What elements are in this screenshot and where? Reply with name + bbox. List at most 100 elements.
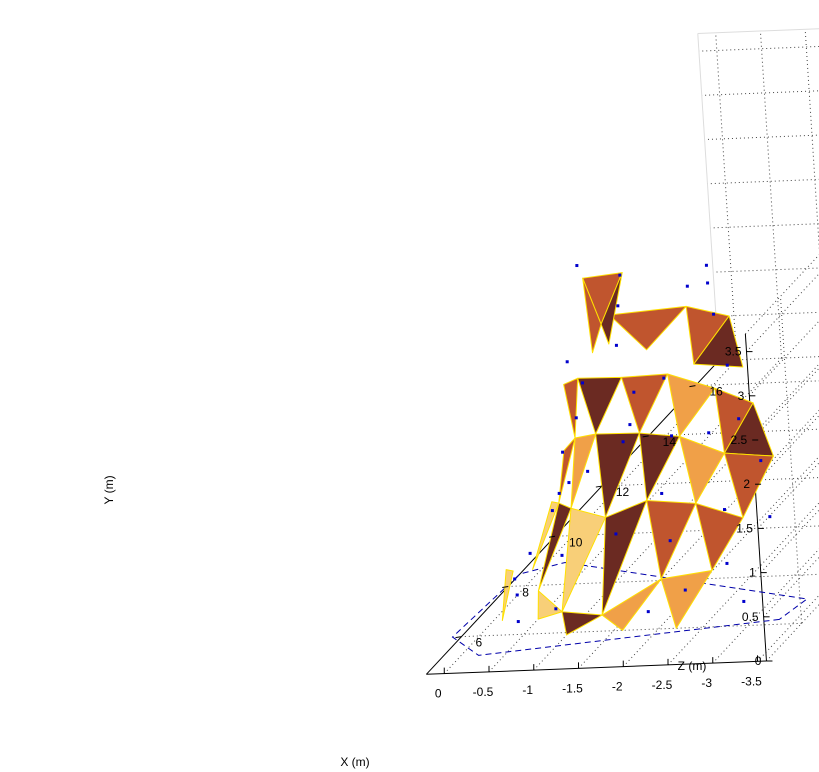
data-point	[707, 431, 711, 435]
mesh-facet	[595, 432, 640, 518]
data-point	[616, 304, 620, 308]
z-tick-label: 12	[616, 485, 630, 499]
mesh-facet	[561, 507, 606, 613]
data-point	[742, 599, 746, 603]
mesh-facet	[695, 502, 744, 571]
far-wall-grid-line	[804, 29, 819, 252]
footprint-outline	[451, 561, 809, 656]
data-point	[614, 532, 618, 536]
back-wall-grid-line	[751, 367, 819, 441]
x-tick-label: -1	[522, 683, 533, 697]
x-axis-line	[426, 660, 767, 675]
data-point	[513, 577, 517, 581]
mesh-facet	[660, 569, 713, 629]
mesh-facet	[600, 272, 623, 345]
y-tick-label: 0.5	[742, 610, 759, 624]
data-point	[567, 481, 571, 485]
data-point	[618, 273, 622, 277]
floor-grid-line	[508, 573, 819, 587]
far-wall-grid-line	[707, 178, 819, 185]
back-wall-grid-line	[760, 509, 819, 573]
y-tick-label: 1.5	[736, 521, 753, 535]
back-wall-grid-line	[746, 273, 819, 352]
y-tick-label: 3.5	[725, 345, 742, 359]
data-points	[513, 263, 772, 624]
y-tick-label: 0	[755, 654, 762, 668]
x-tick-label: -2.5	[652, 678, 673, 692]
tick-labels: -3.5 -3 -2.5 -2 -1.5 -1 -0.5 0 0 0.5 1 1.5 2 2.5 3 3.5 6…	[435, 345, 773, 701]
mesh-facet	[693, 315, 744, 368]
z-tick-mark	[502, 585, 509, 588]
data-point	[712, 312, 716, 316]
z-tick-mark	[689, 385, 696, 388]
z-tick-mark	[455, 636, 462, 639]
data-point	[725, 363, 729, 367]
mesh-facet	[537, 590, 563, 620]
mesh-facet	[723, 452, 774, 519]
far-wall-grid-line	[759, 30, 783, 359]
z-tick-label: 16	[709, 385, 723, 399]
surface-mesh	[501, 272, 774, 636]
back-wall-grid-line	[757, 462, 819, 529]
back-wall-grid-line	[766, 603, 819, 662]
data-point	[628, 423, 632, 427]
mesh-facet	[582, 277, 602, 354]
data-point	[515, 593, 519, 597]
data-point	[560, 553, 564, 557]
mesh-facet	[561, 611, 603, 636]
far-wall-grid-line	[715, 32, 738, 360]
data-point	[706, 281, 710, 285]
axes-grid	[425, 28, 819, 675]
y-tick-label: 2.5	[731, 433, 748, 447]
data-point	[561, 450, 565, 454]
axis-labels: X (m) Z (m) Y (m)	[102, 475, 706, 769]
x-tick-label: -1.5	[562, 681, 583, 695]
data-point	[575, 264, 579, 268]
data-point	[704, 263, 708, 267]
data-point	[565, 360, 569, 364]
z-tick-label: 6	[475, 636, 482, 650]
mesh-facet	[537, 502, 572, 592]
x-tick-label: -0.5	[473, 685, 494, 699]
data-point	[574, 416, 578, 420]
data-point	[586, 469, 590, 473]
box-edge	[697, 33, 720, 361]
mesh-facet	[679, 435, 725, 504]
data-point	[737, 417, 741, 421]
z-tick-mark	[642, 435, 649, 438]
mesh-facet	[577, 376, 622, 435]
mesh-facet	[620, 373, 669, 434]
x-tick-label: 0	[435, 687, 442, 701]
mesh-facet	[501, 569, 514, 622]
y-axis-line	[744, 333, 767, 662]
data-point	[614, 343, 618, 347]
data-point	[550, 509, 554, 513]
z-tick-label: 14	[663, 435, 677, 449]
box-edge	[697, 28, 819, 34]
y-tick-label: 1	[749, 566, 756, 580]
far-wall-grid-line	[710, 223, 819, 229]
data-point	[621, 440, 625, 444]
far-wall-grid-line	[713, 267, 819, 273]
back-wall-grid-line	[748, 320, 819, 397]
data-point	[554, 607, 558, 611]
data-point	[723, 508, 727, 512]
back-wall-grid-line	[779, 296, 803, 624]
y-tick-label: 2	[743, 477, 750, 491]
data-point	[516, 620, 520, 624]
mesh-facet	[608, 305, 687, 351]
y-tick-label: 3	[738, 389, 745, 403]
mesh-facet	[532, 501, 560, 570]
z-tick-mark	[548, 535, 556, 538]
y-axis-label: Y (m)	[102, 475, 116, 504]
data-point	[557, 491, 561, 495]
data-point	[662, 376, 666, 380]
x-axis-label: X (m)	[340, 755, 369, 769]
box-edge	[745, 254, 819, 335]
z-tick-label: 8	[522, 585, 529, 599]
data-point	[768, 515, 772, 519]
data-point	[759, 459, 763, 463]
data-point	[660, 491, 664, 495]
far-wall-grid-line	[698, 45, 819, 52]
